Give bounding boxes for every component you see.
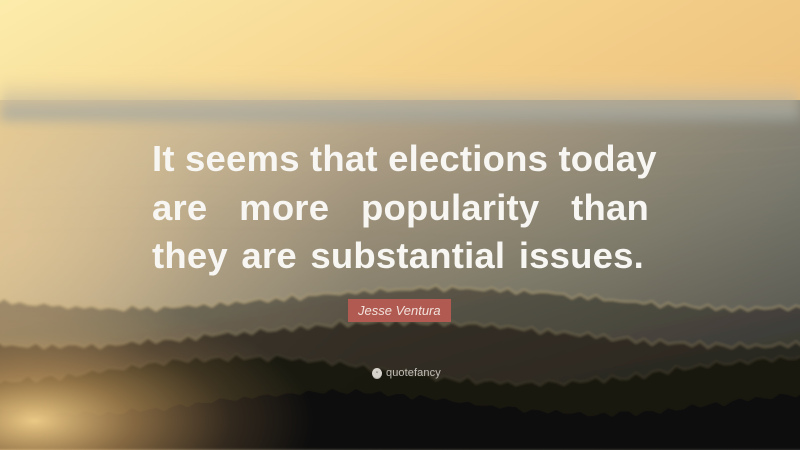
svg-text:”: ”	[376, 371, 379, 377]
